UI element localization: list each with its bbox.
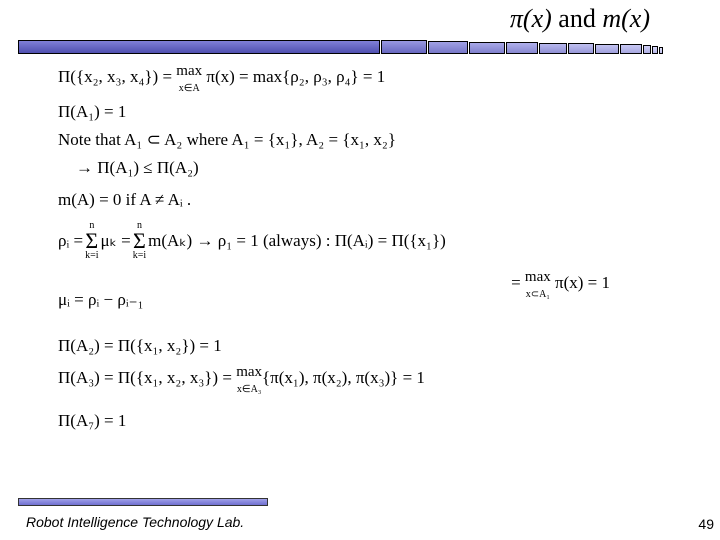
decorative-bar-segment: [539, 43, 567, 54]
decorative-bar-segment: [506, 42, 538, 54]
decorative-bar-segment: [428, 41, 468, 54]
decorative-bar-segment: [659, 47, 663, 54]
note-sets: A₁ ⊂ A₂ where A₁ = {x₁}, A₂ = {x₁, x₂}: [124, 130, 396, 149]
pi-a7-line: Π(A₇) = 1: [58, 410, 690, 432]
decorative-bar-segment: [18, 40, 380, 54]
decorative-bar-segment: [381, 40, 427, 54]
max-operator-1: maxx∈A: [176, 62, 202, 95]
eq-prefix: =: [511, 274, 525, 293]
pi-a3-line: Π(A₃) = Π({x₁, x₂, x₃}) = maxx∈A₃{π(x₁),…: [58, 363, 690, 396]
note-line: Note that A₁ ⊂ A₂ where A₁ = {x₁}, A₂ = …: [58, 129, 690, 151]
eq1-left: Π({x₂, x₃, x₄}) =: [58, 67, 176, 86]
decorative-bar-segment: [620, 44, 642, 54]
sigma-2: nΣk=i: [133, 219, 146, 263]
eq1-right: π(x) = max{ρ₂, ρ₃, ρ₄} = 1: [202, 67, 385, 86]
max-operator-2: maxx⊂A₁: [525, 268, 551, 301]
m-condition-line: m(A) = 0 if A ≠ Aᵢ .: [58, 189, 690, 211]
pi-a2-line: Π(A₂) = Π({x₁, x₂}) = 1: [58, 335, 690, 357]
equation-line-1: Π({x₂, x₃, x₄}) = maxx∈A π(x) = max{ρ₂, …: [58, 62, 690, 95]
decorative-bar-segment: [643, 45, 651, 54]
rho-sum-line: ρᵢ = nΣk=i μₖ = nΣk=i m(Aₖ) → ρ₁ = 1 (al…: [58, 219, 690, 263]
math-content: Π({x₂, x₃, x₄}) = maxx∈A π(x) = max{ρ₂, …: [58, 62, 690, 438]
eq-suffix: π(x) = 1: [551, 274, 610, 293]
rho-rest: m(Aₖ) → ρ₁ = 1 (always) : Π(Aᵢ) = Π({x₁}…: [148, 230, 446, 252]
max-operator-3: maxx∈A₃: [236, 363, 262, 396]
decorative-bar-segment: [652, 46, 658, 54]
implication-line: → Π(A₁) ≤ Π(A₂): [76, 157, 690, 179]
page-number: 49: [698, 516, 714, 532]
footer-decorative-bar: [18, 498, 268, 506]
decorative-bar-segment: [568, 43, 594, 54]
note-prefix: Note that: [58, 130, 124, 149]
footer-lab-name: Robot Intelligence Technology Lab.: [26, 514, 244, 530]
mu-k: μₖ =: [101, 230, 131, 252]
equation-line-2: Π(A₁) = 1: [58, 101, 690, 123]
pi-a3-right: {π(x₁), π(x₂), π(x₃)} = 1: [262, 368, 425, 387]
decorative-bar-segment: [595, 44, 619, 54]
sigma-1: nΣk=i: [85, 219, 98, 263]
decorative-bar-row: [18, 30, 664, 54]
decorative-bar-segment: [469, 42, 505, 54]
pi-a3-left: Π(A₃) = Π({x₁, x₂, x₃}) =: [58, 368, 236, 387]
rho-eq: ρᵢ =: [58, 230, 83, 252]
